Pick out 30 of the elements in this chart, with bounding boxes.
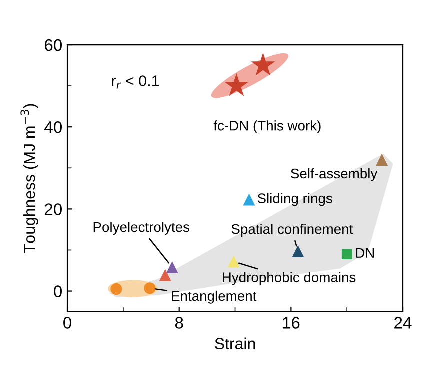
x-tick-label: 0 bbox=[64, 317, 72, 329]
x-tick-label: 16 bbox=[283, 317, 300, 329]
point bbox=[251, 52, 276, 76]
annotation: Hydrophobic domains bbox=[223, 272, 356, 286]
x-tick-label: 24 bbox=[394, 317, 412, 329]
annotation: Polyelectrolytes bbox=[94, 222, 190, 235]
point bbox=[342, 249, 352, 260]
point bbox=[376, 154, 388, 166]
y-tick-label: 60 bbox=[44, 39, 62, 52]
x-tick-label: 8 bbox=[175, 317, 184, 329]
point bbox=[243, 194, 256, 206]
point bbox=[110, 283, 122, 296]
point bbox=[224, 73, 249, 96]
y-tick-label: 20 bbox=[44, 204, 62, 216]
point bbox=[228, 256, 240, 268]
y-tick-label: 0 bbox=[54, 286, 62, 298]
point bbox=[166, 261, 178, 274]
point bbox=[159, 269, 172, 282]
annotation: DN bbox=[356, 248, 374, 258]
annotation: Sliding rings bbox=[258, 193, 332, 206]
annotation: Entanglement bbox=[172, 290, 257, 304]
annotation: Self-assembly bbox=[291, 168, 378, 182]
point bbox=[292, 245, 304, 258]
y-axis-title: Toughness (MJ m$^{−3}$) bbox=[20, 104, 38, 254]
point bbox=[144, 282, 156, 294]
annotation: fc-DN (This work) bbox=[214, 120, 321, 134]
x-axis-title: Strain bbox=[215, 338, 256, 350]
annotation: Spatial confinement bbox=[232, 224, 354, 237]
annotation: r$_{r}$ < 0.1 bbox=[112, 76, 160, 89]
y-tick-label: 40 bbox=[44, 122, 62, 134]
